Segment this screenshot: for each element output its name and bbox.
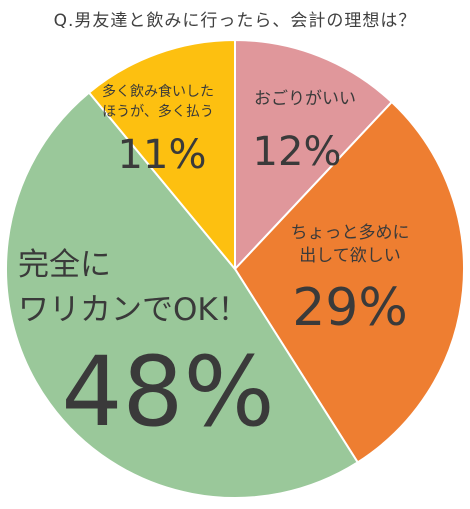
pie-slice-2 bbox=[233, 100, 465, 464]
slice-3-percent-label: 48% bbox=[61, 336, 274, 448]
pie-slice-1 bbox=[234, 38, 394, 272]
slice-4-percent-label: 11% bbox=[118, 132, 207, 178]
slice-4-label-line-1: 多く飲み食いした bbox=[102, 83, 214, 100]
chart-title: Q.男友達と飲みに行ったら、会計の理想は？ bbox=[53, 11, 417, 31]
slice-2-percent-label: 29% bbox=[292, 278, 408, 338]
slice-2-label-line-2: 出して欲しい bbox=[299, 246, 401, 266]
pie-slice-3 bbox=[5, 91, 360, 499]
slice-2-label-line-1: ちょっと多めに bbox=[291, 223, 410, 243]
pie-slice-4 bbox=[87, 38, 236, 272]
slice-3-label-line-1: 完全に bbox=[18, 247, 111, 283]
slice-4-label-line-2: ほうが、多く払う bbox=[102, 103, 214, 120]
slice-1-label-line-1: おごりがいい bbox=[254, 89, 356, 109]
slice-1-percent-label: 12% bbox=[253, 129, 342, 175]
slice-3-label-line-2: ワリカンでOK！ bbox=[18, 292, 249, 328]
